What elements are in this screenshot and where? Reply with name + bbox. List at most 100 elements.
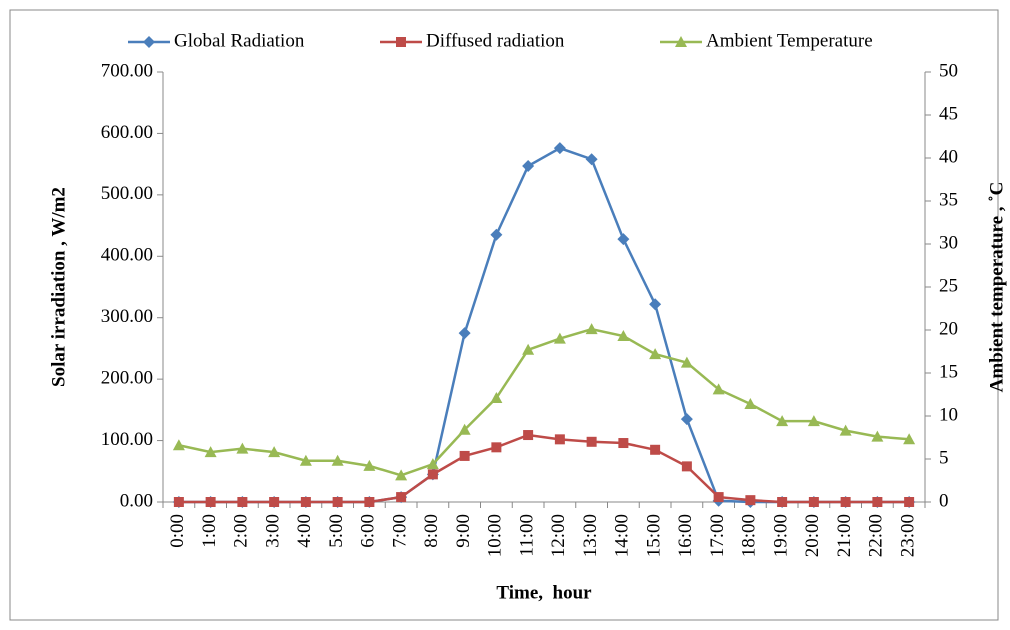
y2-tick-label: 35 <box>939 189 958 210</box>
legend-marker <box>675 36 687 47</box>
series-marker <box>172 439 185 451</box>
x-tick-label: 22:00 <box>866 514 887 557</box>
y2-tick-label: 5 <box>939 447 949 468</box>
series-marker <box>808 497 819 507</box>
series-marker <box>585 323 598 335</box>
y2-tick-label: 0 <box>939 490 949 511</box>
series-line <box>178 433 910 504</box>
y2-tick-label: 20 <box>939 318 958 339</box>
series-marker <box>713 492 724 503</box>
series-line <box>178 327 910 477</box>
x-tick-label: 13:00 <box>580 514 601 557</box>
x-tick-label: 8:00 <box>421 514 442 548</box>
series-marker <box>871 430 884 442</box>
series-marker <box>585 153 598 166</box>
series-marker <box>649 298 662 311</box>
series-marker <box>618 438 629 449</box>
series-marker <box>459 450 470 461</box>
series-marker <box>776 415 789 427</box>
series-marker <box>458 327 471 340</box>
x-tick-label: 7:00 <box>389 514 410 548</box>
legend-marker <box>143 36 155 48</box>
x-tick-label: 0:00 <box>167 514 188 548</box>
series-marker <box>553 332 566 344</box>
x-tick-label: 11:00 <box>516 514 537 557</box>
x-tick-label: 15:00 <box>643 514 664 557</box>
y2-tick-label: 50 <box>939 60 958 81</box>
y2-tick-label: 15 <box>939 361 958 382</box>
series-marker <box>490 391 503 403</box>
series-marker <box>237 497 248 507</box>
x-tick-label: 23:00 <box>897 514 918 557</box>
x-tick-label: 21:00 <box>834 514 855 557</box>
series-marker <box>396 492 407 503</box>
y2-tick-label: 25 <box>939 275 958 296</box>
y2-tick-label: 45 <box>939 103 958 124</box>
x-tick-label: 2:00 <box>231 514 252 548</box>
series-marker <box>523 430 534 441</box>
y-tick-label: 300.00 <box>101 306 153 327</box>
series-marker <box>522 343 535 355</box>
y2-axis-title: Ambient temperature , ˚C <box>986 182 1007 393</box>
x-tick-label: 12:00 <box>548 514 569 557</box>
series-marker <box>491 442 502 453</box>
x-tick-label: 20:00 <box>802 514 823 557</box>
series-marker <box>522 159 535 172</box>
series-marker <box>617 330 630 342</box>
series-marker <box>236 442 249 454</box>
series-marker <box>807 415 820 427</box>
series-marker <box>903 433 916 445</box>
series-marker <box>745 495 756 506</box>
x-tick-label: 1:00 <box>199 514 220 548</box>
series-marker <box>490 228 503 241</box>
series-marker <box>363 459 376 471</box>
series-marker <box>650 444 661 455</box>
series-marker <box>173 497 184 507</box>
y2-tick-label: 40 <box>939 146 958 167</box>
series-marker <box>744 397 757 409</box>
x-tick-label: 5:00 <box>326 514 347 548</box>
x-tick-label: 18:00 <box>739 514 760 557</box>
series-marker <box>872 497 883 507</box>
y-tick-label: 100.00 <box>101 429 153 450</box>
y-axis-title: Solar irradiation , W/m2 <box>48 187 69 387</box>
series-marker <box>300 497 311 507</box>
y-tick-label: 400.00 <box>101 245 153 266</box>
x-tick-label: 6:00 <box>358 514 379 548</box>
series-marker <box>553 142 566 155</box>
y-tick-label: 200.00 <box>101 368 153 389</box>
x-tick-label: 3:00 <box>262 514 283 548</box>
legend-label: Ambient Temperature <box>706 30 873 51</box>
legend-label: Diffused radiation <box>426 30 565 51</box>
series-marker <box>269 497 280 507</box>
series-marker <box>904 497 915 507</box>
series-marker <box>712 383 725 395</box>
x-tick-label: 14:00 <box>612 514 633 557</box>
series-marker <box>840 497 851 507</box>
series-marker <box>458 423 471 435</box>
chart-frame <box>9 9 999 621</box>
y-tick-label: 700.00 <box>101 60 153 81</box>
series-marker <box>268 446 281 458</box>
series-marker <box>681 461 692 472</box>
series-marker <box>586 436 597 447</box>
legend-marker <box>396 37 406 47</box>
series-marker <box>777 497 788 507</box>
series-marker <box>331 454 344 466</box>
series-marker <box>839 424 852 436</box>
series-marker <box>364 497 375 507</box>
series-marker <box>680 413 693 426</box>
y-tick-label: 0.00 <box>120 490 153 511</box>
x-tick-label: 17:00 <box>707 514 728 557</box>
series-marker <box>332 497 343 507</box>
series-marker <box>554 434 565 445</box>
series-marker <box>617 233 630 246</box>
series-marker <box>204 446 217 458</box>
y2-tick-label: 10 <box>939 404 958 425</box>
x-tick-label: 9:00 <box>453 514 474 548</box>
series-marker <box>427 469 438 480</box>
series-marker <box>649 348 662 360</box>
series-marker <box>426 458 439 470</box>
y-tick-label: 500.00 <box>101 183 153 204</box>
